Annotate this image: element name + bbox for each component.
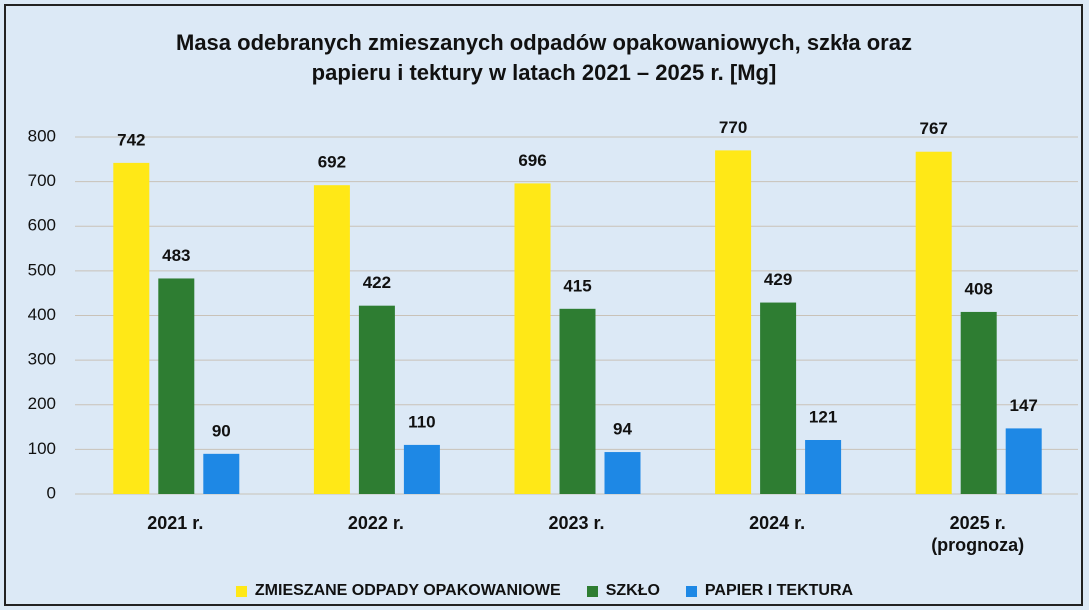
data-label: 767 [920, 119, 948, 138]
data-label: 696 [518, 151, 546, 170]
bar [113, 162, 150, 494]
frame [4, 4, 1083, 606]
data-label: 770 [719, 118, 747, 137]
legend-item: ZMIESZANE ODPADY OPAKOWANIOWE [235, 582, 561, 600]
x-tick-label: 2024 r. [749, 513, 806, 533]
y-tick-label: 700 [28, 171, 56, 190]
legend-swatch [586, 585, 598, 597]
y-tick-label: 600 [28, 216, 56, 235]
data-label: 94 [613, 420, 632, 439]
y-tick-label: 400 [28, 305, 56, 324]
data-label: 121 [809, 407, 837, 426]
data-label: 742 [117, 130, 145, 149]
legend-label: PAPIER I TEKTURA [704, 582, 854, 599]
data-label: 408 [965, 279, 993, 298]
bar [604, 452, 641, 494]
bar [313, 185, 350, 494]
bar [915, 151, 952, 494]
x-tick-label: 2021 r. [147, 513, 204, 533]
y-tick-label: 300 [28, 350, 56, 369]
legend-item: PAPIER I TEKTURA [685, 582, 854, 600]
data-label: 692 [318, 153, 346, 172]
legend-swatch [685, 585, 697, 597]
legend: ZMIESZANE ODPADY OPAKOWANIOWE SZKŁO PAPIER… [0, 582, 1089, 600]
data-label: 415 [563, 276, 591, 295]
x-tick-label: 2022 r. [347, 513, 404, 533]
data-label: 429 [764, 270, 792, 289]
legend-label: ZMIESZANE ODPADY OPAKOWANIOWE [254, 582, 561, 599]
data-label: 110 [408, 412, 435, 431]
bar [760, 302, 797, 494]
y-tick-label: 500 [28, 260, 56, 279]
bar [715, 150, 752, 494]
data-label: 422 [363, 273, 391, 292]
bar [960, 311, 997, 494]
bar [203, 453, 240, 494]
bar [403, 444, 440, 494]
data-label: 90 [212, 421, 231, 440]
bar [358, 305, 395, 494]
legend-item: SZKŁO [586, 582, 660, 600]
bar [514, 183, 551, 494]
legend-label: SZKŁO [605, 582, 660, 599]
chart-title: Masa odebranych zmieszanych odpadów opak… [176, 30, 912, 85]
bar [559, 308, 596, 494]
legend-swatch [235, 585, 247, 597]
y-tick-label: 0 [47, 483, 56, 502]
bar [1005, 428, 1042, 494]
y-tick-label: 100 [28, 439, 56, 458]
bar [158, 278, 195, 494]
data-label: 483 [162, 246, 190, 265]
data-label: 147 [1010, 396, 1038, 415]
x-tick-label: 2023 r. [548, 513, 605, 533]
bar [805, 440, 842, 494]
y-tick-label: 800 [28, 126, 56, 145]
y-tick-label: 200 [28, 394, 56, 413]
x-tick-label: 2025 r. (prognoza) [931, 513, 1025, 555]
